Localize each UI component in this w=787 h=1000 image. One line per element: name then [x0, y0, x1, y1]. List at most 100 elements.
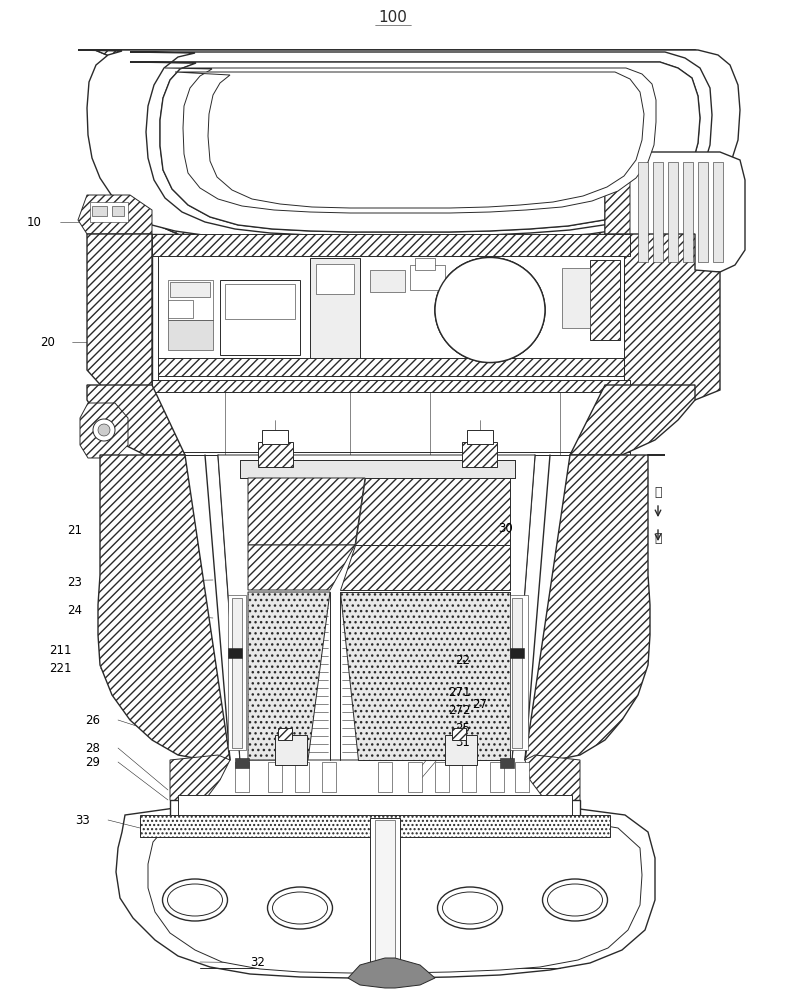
- Ellipse shape: [548, 884, 603, 916]
- Polygon shape: [116, 808, 655, 978]
- Ellipse shape: [162, 879, 227, 921]
- Text: 25: 25: [455, 722, 470, 734]
- Bar: [310, 258, 360, 358]
- Text: 33: 33: [76, 814, 90, 826]
- Bar: [90, 202, 128, 222]
- Text: 24: 24: [67, 603, 82, 616]
- Bar: [225, 284, 295, 319]
- Bar: [232, 598, 242, 748]
- Bar: [410, 265, 445, 290]
- Polygon shape: [170, 755, 230, 808]
- Ellipse shape: [435, 257, 545, 362]
- Bar: [262, 430, 288, 444]
- Bar: [278, 728, 292, 740]
- Polygon shape: [570, 385, 695, 455]
- Bar: [698, 162, 708, 262]
- Bar: [653, 162, 663, 262]
- Bar: [152, 380, 630, 392]
- Polygon shape: [95, 50, 737, 249]
- Text: 272: 272: [448, 704, 471, 716]
- Bar: [445, 735, 477, 765]
- Polygon shape: [348, 958, 435, 988]
- Polygon shape: [175, 72, 644, 208]
- Bar: [220, 280, 300, 355]
- Bar: [462, 442, 497, 467]
- Bar: [408, 762, 422, 792]
- Bar: [92, 206, 107, 216]
- Polygon shape: [340, 545, 510, 590]
- Bar: [152, 385, 630, 455]
- Polygon shape: [605, 234, 720, 400]
- Bar: [258, 442, 293, 467]
- Bar: [562, 268, 590, 328]
- Polygon shape: [525, 755, 580, 808]
- Bar: [713, 162, 723, 262]
- Bar: [168, 300, 193, 318]
- Text: 10: 10: [27, 216, 42, 229]
- Polygon shape: [87, 234, 152, 400]
- Polygon shape: [80, 403, 128, 458]
- Bar: [490, 762, 504, 792]
- Polygon shape: [340, 592, 510, 760]
- Bar: [370, 270, 405, 292]
- Bar: [112, 206, 124, 216]
- Ellipse shape: [98, 424, 110, 436]
- Bar: [668, 162, 678, 262]
- Bar: [158, 256, 624, 391]
- Text: 31: 31: [455, 736, 470, 748]
- Polygon shape: [248, 545, 355, 590]
- Text: 271: 271: [448, 686, 471, 700]
- Ellipse shape: [438, 887, 503, 929]
- Text: 上: 上: [654, 486, 662, 498]
- Text: 下: 下: [654, 532, 662, 544]
- Bar: [240, 460, 515, 478]
- Text: 29: 29: [85, 756, 100, 768]
- Bar: [168, 320, 213, 350]
- Text: 211: 211: [50, 644, 72, 656]
- Text: 28: 28: [85, 742, 100, 754]
- Text: 26: 26: [85, 714, 100, 726]
- Text: 221: 221: [50, 662, 72, 674]
- Polygon shape: [248, 478, 365, 545]
- Polygon shape: [87, 385, 185, 455]
- Text: 21: 21: [67, 524, 82, 536]
- Polygon shape: [130, 52, 712, 236]
- Polygon shape: [98, 455, 230, 760]
- Bar: [515, 762, 529, 792]
- Text: 32: 32: [250, 956, 265, 970]
- Bar: [268, 762, 282, 792]
- Text: 30: 30: [498, 522, 513, 534]
- Bar: [235, 758, 249, 768]
- Bar: [590, 260, 620, 340]
- Polygon shape: [140, 818, 642, 973]
- Ellipse shape: [435, 257, 545, 362]
- Bar: [638, 162, 648, 262]
- Bar: [316, 264, 354, 294]
- Polygon shape: [130, 62, 700, 232]
- Ellipse shape: [93, 419, 115, 441]
- Bar: [510, 648, 524, 658]
- Polygon shape: [130, 62, 700, 232]
- Bar: [370, 818, 400, 973]
- Bar: [500, 758, 514, 768]
- Bar: [322, 762, 336, 792]
- Bar: [235, 762, 249, 792]
- Bar: [228, 595, 246, 750]
- Bar: [375, 820, 395, 972]
- Polygon shape: [605, 152, 745, 272]
- Bar: [467, 430, 493, 444]
- Bar: [683, 162, 693, 262]
- Ellipse shape: [435, 257, 545, 362]
- Polygon shape: [78, 195, 152, 234]
- Bar: [152, 234, 630, 400]
- Bar: [170, 800, 580, 820]
- Bar: [510, 595, 528, 750]
- Bar: [152, 234, 630, 256]
- Bar: [228, 648, 242, 658]
- Text: 100: 100: [379, 10, 408, 25]
- Polygon shape: [165, 68, 656, 213]
- Ellipse shape: [442, 892, 497, 924]
- Bar: [415, 258, 435, 270]
- Polygon shape: [78, 50, 740, 240]
- Polygon shape: [605, 152, 630, 272]
